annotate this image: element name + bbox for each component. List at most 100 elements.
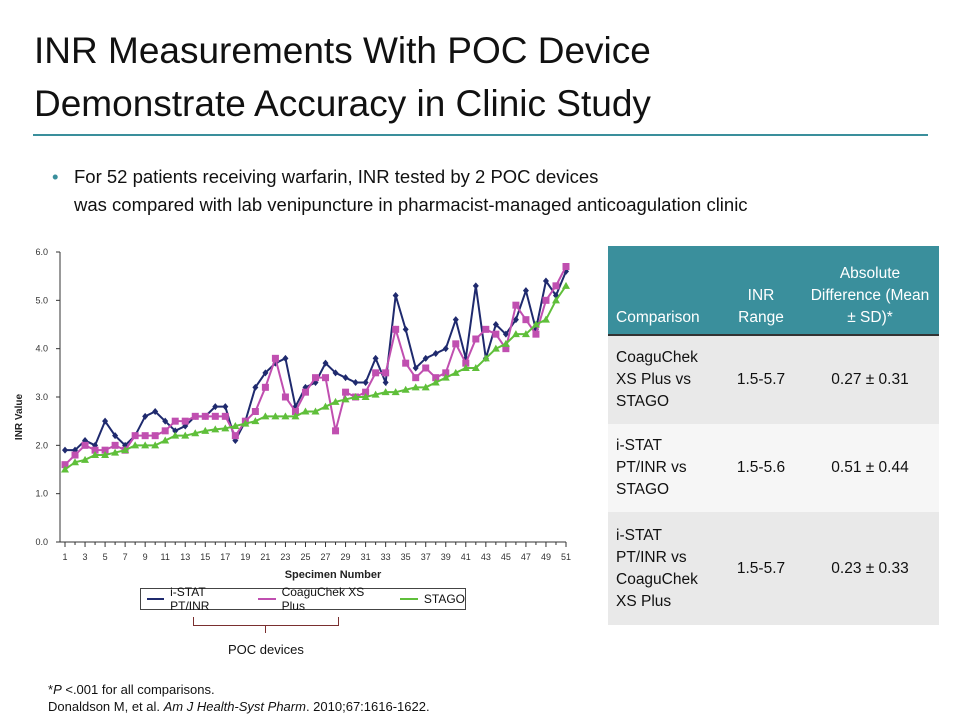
data-point: [301, 388, 309, 396]
data-point: [221, 424, 230, 432]
data-point: [141, 432, 149, 440]
p-value-note: *P <.001 for all comparisons.: [48, 681, 430, 698]
data-point: [261, 412, 270, 420]
data-point: [201, 412, 209, 420]
header-comparison: Comparison: [608, 246, 721, 336]
data-point: [71, 451, 79, 459]
data-point: [512, 316, 519, 324]
data-point: [201, 426, 210, 434]
y-tick-label: 1.0: [35, 489, 48, 499]
legend-label: CoaguChek XS Plus: [281, 585, 365, 613]
data-point: [322, 374, 330, 382]
data-point: [141, 441, 150, 449]
legend-swatch: [399, 598, 418, 600]
data-point: [281, 393, 289, 401]
data-point: [211, 412, 219, 420]
table-row: CoaguChek XS Plus vs STAGO 1.5-5.7 0.27 …: [608, 335, 939, 424]
bullet-dot-icon: •: [52, 166, 59, 187]
x-tick-label: 29: [341, 552, 351, 562]
data-point: [322, 359, 329, 367]
y-tick-label: 2.0: [35, 440, 48, 450]
data-point: [171, 431, 180, 439]
data-point: [251, 417, 260, 425]
data-point: [502, 345, 510, 353]
x-tick-label: 17: [220, 552, 230, 562]
data-point: [271, 354, 279, 362]
data-point: [72, 446, 79, 454]
legend-item-stago: STAGO: [399, 592, 465, 606]
legend-item-istat: i-STAT PT/INR: [147, 585, 244, 613]
data-point: [331, 397, 340, 405]
data-point: [271, 412, 280, 420]
data-point: [502, 330, 509, 338]
ref-rest: . 2010;67:1616-1622.: [305, 699, 430, 714]
data-point: [442, 369, 450, 377]
data-point: [531, 320, 540, 328]
data-point: [381, 388, 390, 396]
data-point: [452, 340, 460, 348]
data-point: [391, 388, 400, 396]
comparison-table: Comparison INR Range Absolute Difference…: [608, 246, 939, 625]
ref-authors: Donaldson M, et al.: [48, 699, 164, 714]
cell-range: 1.5-5.7: [721, 512, 801, 625]
data-point: [452, 316, 459, 324]
x-tick-label: 21: [260, 552, 270, 562]
bullet-point: • For 52 patients receiving warfarin, IN…: [52, 163, 748, 219]
data-point: [101, 446, 109, 454]
series-line-square: [64, 266, 567, 466]
data-point: [371, 390, 380, 398]
data-point: [422, 364, 430, 372]
data-point: [311, 407, 320, 415]
legend-label: STAGO: [423, 592, 465, 606]
data-point: [142, 412, 149, 420]
data-point: [422, 354, 429, 362]
data-point: [541, 315, 550, 323]
x-tick-label: 9: [143, 552, 148, 562]
y-axis-label: INR Value: [14, 394, 25, 441]
legend-swatch: [258, 598, 276, 600]
x-tick-label: 47: [521, 552, 531, 562]
data-point: [241, 419, 250, 427]
x-tick-label: 25: [300, 552, 310, 562]
data-point: [131, 441, 140, 449]
data-point: [171, 417, 179, 425]
reference: Donaldson M, et al. Am J Health-Syst Pha…: [48, 698, 430, 715]
y-tick-label: 3.0: [35, 392, 48, 402]
data-point: [261, 383, 269, 391]
data-point: [472, 335, 480, 343]
data-point: [472, 282, 479, 290]
data-point: [292, 403, 299, 411]
data-point: [352, 379, 359, 386]
data-point: [361, 393, 370, 400]
data-point: [362, 379, 369, 386]
data-point: [411, 383, 420, 391]
data-point: [552, 282, 560, 290]
p-prefix: *: [48, 682, 54, 697]
data-point: [451, 368, 460, 376]
data-point: [121, 446, 130, 454]
footnotes: *P <.001 for all comparisons. Donaldson …: [48, 681, 430, 715]
data-point: [312, 374, 319, 382]
data-point: [521, 330, 530, 338]
data-point: [291, 412, 300, 420]
cell-diff: 0.51 ± 0.44: [801, 424, 939, 512]
cell-range: 1.5-5.6: [721, 424, 801, 512]
x-tick-label: 49: [541, 552, 551, 562]
data-point: [252, 383, 259, 391]
table-row: i-STAT PT/INR vs STAGO 1.5-5.6 0.51 ± 0.…: [608, 424, 939, 512]
data-point: [551, 296, 560, 304]
x-axis-label: Specimen Number: [285, 569, 382, 581]
data-point: [161, 436, 170, 444]
x-tick-label: 33: [381, 552, 391, 562]
data-point: [211, 425, 220, 433]
cell-diff: 0.27 ± 0.31: [801, 335, 939, 424]
data-point: [372, 354, 379, 362]
data-point: [442, 345, 449, 353]
x-tick-label: 13: [180, 552, 190, 562]
data-point: [61, 461, 69, 469]
title-line: INR Measurements With POC Device: [34, 30, 651, 71]
data-point: [282, 354, 289, 362]
legend-label: i-STAT PT/INR: [170, 585, 210, 613]
data-point: [231, 432, 239, 440]
chart-legend: i-STAT PT/INR CoaguChek XS Plus STAGO: [140, 585, 466, 613]
